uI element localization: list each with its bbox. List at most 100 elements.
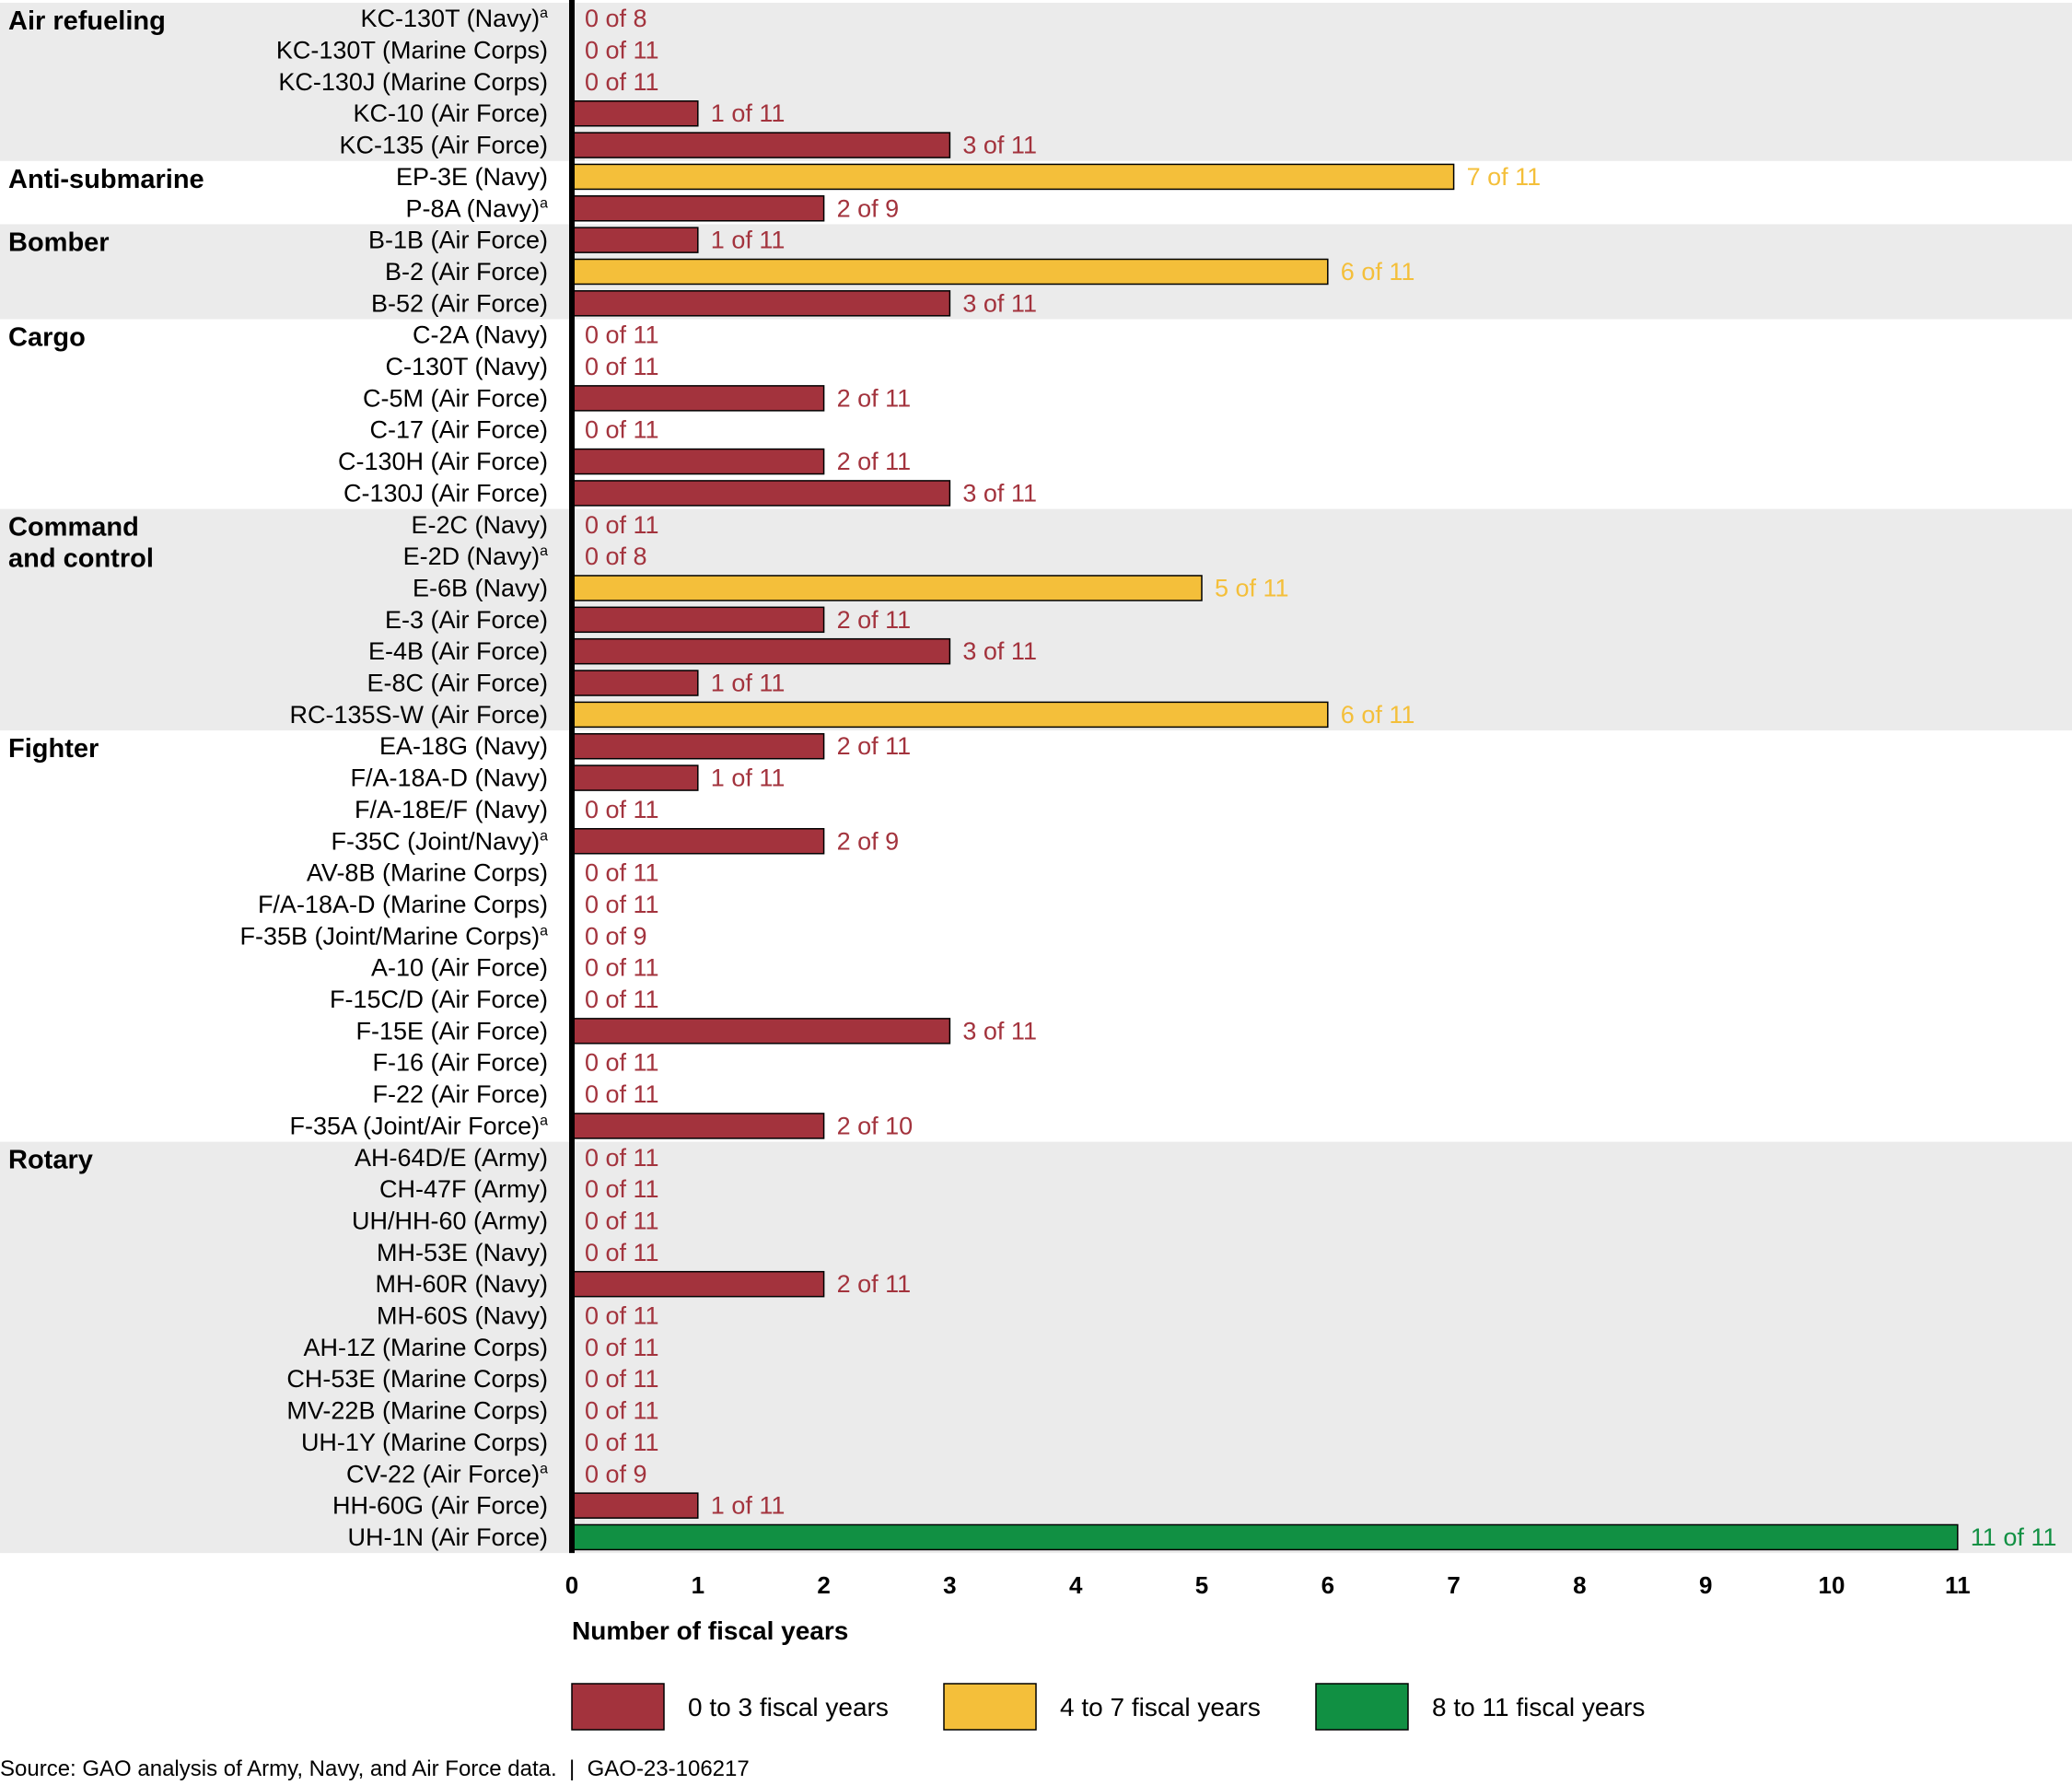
row-label: F/A-18E/F (Navy)	[355, 796, 548, 823]
value-label: 3 of 11	[962, 1017, 1037, 1044]
row-label: EP-3E (Navy)	[396, 163, 548, 191]
row-label: KC-130J (Marine Corps)	[278, 68, 548, 96]
row-label: E-2D (Navy)a	[403, 542, 549, 570]
row-label: AH-64D/E (Army)	[355, 1144, 548, 1172]
value-label: 2 of 11	[837, 448, 912, 475]
bar	[571, 195, 825, 222]
row-label: C-130J (Air Force)	[343, 479, 548, 507]
group-labels: Air refueling Anti-submarine Bomber Cargo Co…	[8, 6, 204, 1175]
bar	[571, 258, 1329, 286]
x-tick-label: 7	[1447, 1571, 1460, 1599]
group-label: Cargo	[8, 323, 86, 353]
value-label: 6 of 11	[1341, 701, 1415, 729]
value-label: 0 of 11	[585, 416, 659, 444]
x-tick-label: 10	[1819, 1571, 1845, 1599]
group-label: and control	[8, 544, 154, 574]
bar	[571, 99, 699, 127]
row-label: HH-60G (Air Force)	[332, 1492, 548, 1520]
value-label: 0 of 11	[585, 1239, 659, 1266]
value-label: 7 of 11	[1467, 163, 1542, 191]
bar	[571, 575, 1203, 601]
row-label: E-4B (Air Force)	[368, 637, 548, 665]
legend-swatch	[943, 1683, 1037, 1731]
x-tick-label: 9	[1699, 1571, 1712, 1599]
value-label: 0 of 8	[585, 5, 647, 32]
value-label: 1 of 11	[711, 99, 786, 127]
bar	[571, 1113, 825, 1139]
bar	[571, 637, 951, 665]
x-axis-title: Number of fiscal years	[572, 1616, 848, 1645]
value-label: 0 of 11	[585, 37, 659, 64]
bar	[571, 448, 825, 475]
x-tick-label: 3	[943, 1571, 956, 1599]
x-tick-label: 0	[565, 1571, 578, 1599]
value-label: 0 of 11	[585, 511, 659, 539]
value-labels: 0 of 8 0 of 11 0 of 11 1 of 11 3 of 11 7 of 1…	[585, 5, 2056, 1551]
bar	[571, 480, 951, 507]
value-label: 2 of 11	[837, 1270, 912, 1298]
bar	[571, 1523, 1959, 1551]
row-label: UH-1N (Air Force)	[347, 1523, 548, 1551]
bar	[571, 1492, 699, 1519]
row-label: F-16 (Air Force)	[372, 1049, 548, 1077]
legend-swatch	[571, 1683, 665, 1731]
row-label: B-2 (Air Force)	[385, 258, 548, 286]
group-label: Anti-submarine	[8, 165, 204, 194]
group-label: Air refueling	[8, 6, 166, 36]
row-label: UH-1Y (Marine Corps)	[301, 1429, 548, 1456]
bar	[571, 701, 1329, 729]
row-label: E-3 (Air Force)	[385, 606, 548, 634]
value-label: 2 of 10	[837, 1112, 914, 1139]
x-tick-label: 2	[817, 1571, 830, 1599]
value-label: 0 of 11	[585, 1144, 659, 1172]
row-label: F-22 (Air Force)	[372, 1080, 548, 1108]
value-label: 0 of 11	[585, 1049, 659, 1077]
value-label: 0 of 11	[585, 1397, 659, 1425]
value-label: 0 of 11	[585, 891, 659, 918]
value-label: 0 of 11	[585, 1080, 659, 1108]
x-tick-label: 8	[1573, 1571, 1586, 1599]
row-label: CV-22 (Air Force)a	[346, 1460, 548, 1488]
value-label: 0 of 11	[585, 353, 659, 380]
x-axis-tick-labels: 0 1 2 3 4 5 6 7 8 9 10 11	[565, 1571, 1971, 1599]
value-label: 0 of 11	[585, 796, 659, 823]
row-label: MH-53E (Navy)	[377, 1239, 548, 1266]
group-label: Fighter	[8, 734, 99, 764]
bar	[571, 670, 699, 696]
value-label: 0 of 8	[585, 542, 647, 570]
value-label: 0 of 9	[585, 922, 647, 950]
row-label: F-35A (Joint/Air Force)a	[290, 1112, 549, 1139]
row-label: C-130H (Air Force)	[338, 448, 548, 475]
value-label: 0 of 9	[585, 1460, 647, 1488]
value-label: 2 of 11	[837, 732, 912, 760]
row-label: MH-60R (Navy)	[375, 1270, 548, 1298]
row-label: F-35C (Joint/Navy)a	[332, 827, 549, 855]
row-label: F-35B (Joint/Marine Corps)a	[239, 922, 548, 950]
value-label: 2 of 11	[837, 606, 912, 634]
row-label: KC-130T (Navy)a	[361, 5, 549, 32]
value-label: 0 of 11	[585, 1429, 659, 1456]
group-band	[0, 1141, 2072, 1554]
value-label: 0 of 11	[585, 986, 659, 1013]
group-label: Bomber	[8, 228, 110, 257]
value-label: 6 of 11	[1341, 258, 1415, 286]
x-tick-label: 1	[692, 1571, 704, 1599]
row-label: MH-60S (Navy)	[377, 1302, 548, 1330]
value-label: 3 of 11	[962, 289, 1037, 317]
bar	[571, 1270, 825, 1298]
legend-label: 8 to 11 fiscal years	[1432, 1693, 1645, 1721]
row-label: MV-22B (Marine Corps)	[286, 1397, 548, 1425]
row-label: F-15E (Air Force)	[355, 1017, 548, 1044]
value-label: 0 of 11	[585, 954, 659, 982]
bar	[571, 227, 699, 253]
source-note: Source: GAO analysis of Army, Navy, and …	[0, 1756, 750, 1781]
group-label: Command	[8, 513, 139, 542]
row-label: P-8A (Navy)a	[406, 194, 549, 222]
row-label: CH-53E (Marine Corps)	[286, 1365, 548, 1393]
value-label: 11 of 11	[1971, 1523, 2057, 1551]
x-tick-label: 4	[1069, 1571, 1083, 1599]
row-label: E-2C (Navy)	[411, 511, 548, 539]
row-label: E-8C (Air Force)	[367, 670, 548, 697]
row-label: KC-10 (Air Force)	[353, 99, 548, 127]
